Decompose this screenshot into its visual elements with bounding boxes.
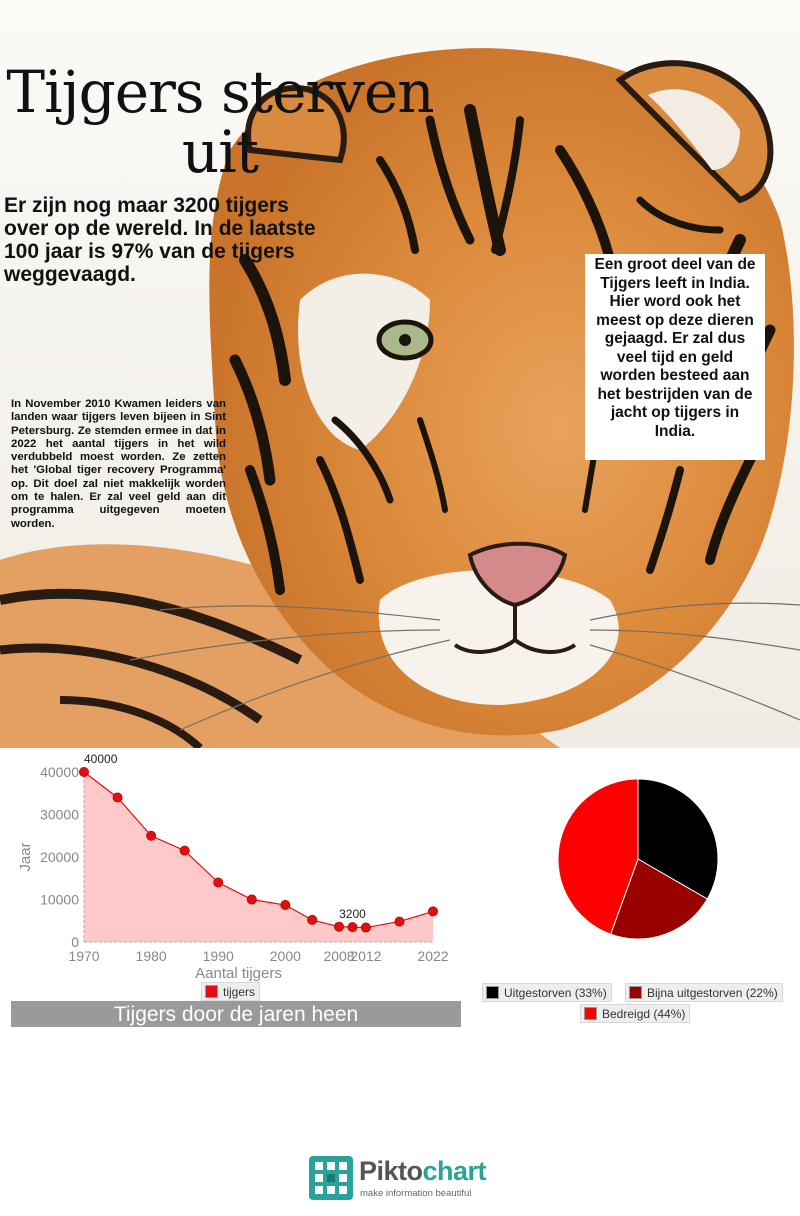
chart-banner: Tijgers door de jaren heen bbox=[11, 1001, 461, 1027]
legend-label: Bijna uitgestorven (22%) bbox=[647, 985, 778, 1000]
data-point bbox=[307, 914, 318, 925]
data-point bbox=[394, 916, 405, 927]
x-tick-label: 2000 bbox=[270, 948, 301, 964]
x-tick-label: 2012 bbox=[350, 948, 381, 964]
x-tick-label: 1980 bbox=[136, 948, 167, 964]
tiger-population-chart: 40000 30000 20000 10000 0 1970 1980 1990 2000 200… bbox=[0, 748, 470, 1008]
data-label: 3200 bbox=[339, 907, 366, 921]
legend-label: tijgers bbox=[223, 984, 256, 999]
data-point bbox=[213, 877, 224, 888]
summit-paragraph: In November 2010 Kwamen leiders van land… bbox=[11, 398, 226, 530]
y-axis-label: Jaar bbox=[17, 842, 34, 871]
data-point bbox=[112, 792, 123, 803]
x-tick-label: 1970 bbox=[68, 948, 99, 964]
legend-swatch bbox=[584, 1007, 597, 1020]
pie-slice bbox=[557, 778, 639, 935]
legend-swatch bbox=[205, 985, 218, 998]
y-tick-label: 40000 bbox=[40, 764, 79, 780]
tiger-illustration: Tijgers sterven uit Er zijn nog maar 320… bbox=[0, 0, 800, 748]
x-tick-label: 2008 bbox=[323, 948, 354, 964]
pie-legend-bedreigd[interactable]: Bedreigd (44%) bbox=[580, 1004, 691, 1023]
piktochart-logo[interactable]: Piktochart make information beautiful bbox=[309, 1156, 494, 1202]
legend-swatch bbox=[486, 986, 499, 999]
data-point bbox=[347, 922, 358, 933]
piktochart-tagline: make information beautiful bbox=[360, 1188, 472, 1199]
pie-slice bbox=[637, 778, 719, 900]
data-label: 40000 bbox=[84, 752, 118, 766]
data-point bbox=[246, 894, 257, 905]
pie-svg bbox=[557, 778, 719, 940]
legend-swatch bbox=[629, 986, 642, 999]
pie-legend-bijna-uitgestorven[interactable]: Bijna uitgestorven (22%) bbox=[625, 983, 783, 1002]
legend-label: Bedreigd (44%) bbox=[602, 1006, 686, 1021]
line-legend-item[interactable]: tijgers bbox=[201, 982, 261, 1001]
data-point bbox=[427, 906, 438, 917]
page-subtitle: Er zijn nog maar 3200 tijgers over op de… bbox=[4, 194, 316, 286]
logo-suffix: chart bbox=[422, 1156, 487, 1186]
piktochart-wordmark: Piktochart bbox=[359, 1156, 487, 1187]
threat-status-pie-chart: Uitgestorven (33%) Bijna uitgestorven (2… bbox=[470, 748, 800, 1038]
data-point bbox=[334, 921, 345, 932]
pie-legend-uitgestorven[interactable]: Uitgestorven (33%) bbox=[482, 983, 612, 1002]
x-tick-label: 1990 bbox=[203, 948, 234, 964]
y-tick-label: 30000 bbox=[40, 807, 79, 823]
data-point bbox=[79, 766, 90, 777]
data-point bbox=[179, 845, 190, 856]
y-tick-label: 20000 bbox=[40, 849, 79, 865]
legend-label: Uitgestorven (33%) bbox=[504, 985, 607, 1000]
x-axis-label: Aantal tijgers bbox=[195, 965, 282, 982]
pie-slice bbox=[609, 858, 708, 940]
data-point bbox=[360, 922, 371, 933]
area-fill bbox=[84, 772, 433, 942]
page-title: Tijgers sterven uit bbox=[6, 58, 434, 186]
y-tick-label: 10000 bbox=[40, 892, 79, 908]
logo-prefix: Pikto bbox=[359, 1156, 423, 1186]
piktochart-logo-icon bbox=[309, 1156, 353, 1200]
india-info-box: Een groot deel van de Tijgers leeft in I… bbox=[585, 254, 765, 460]
y-tick-label: 0 bbox=[71, 934, 79, 950]
data-point bbox=[146, 830, 157, 841]
x-tick-label: 2022 bbox=[417, 948, 448, 964]
data-point bbox=[280, 900, 291, 911]
